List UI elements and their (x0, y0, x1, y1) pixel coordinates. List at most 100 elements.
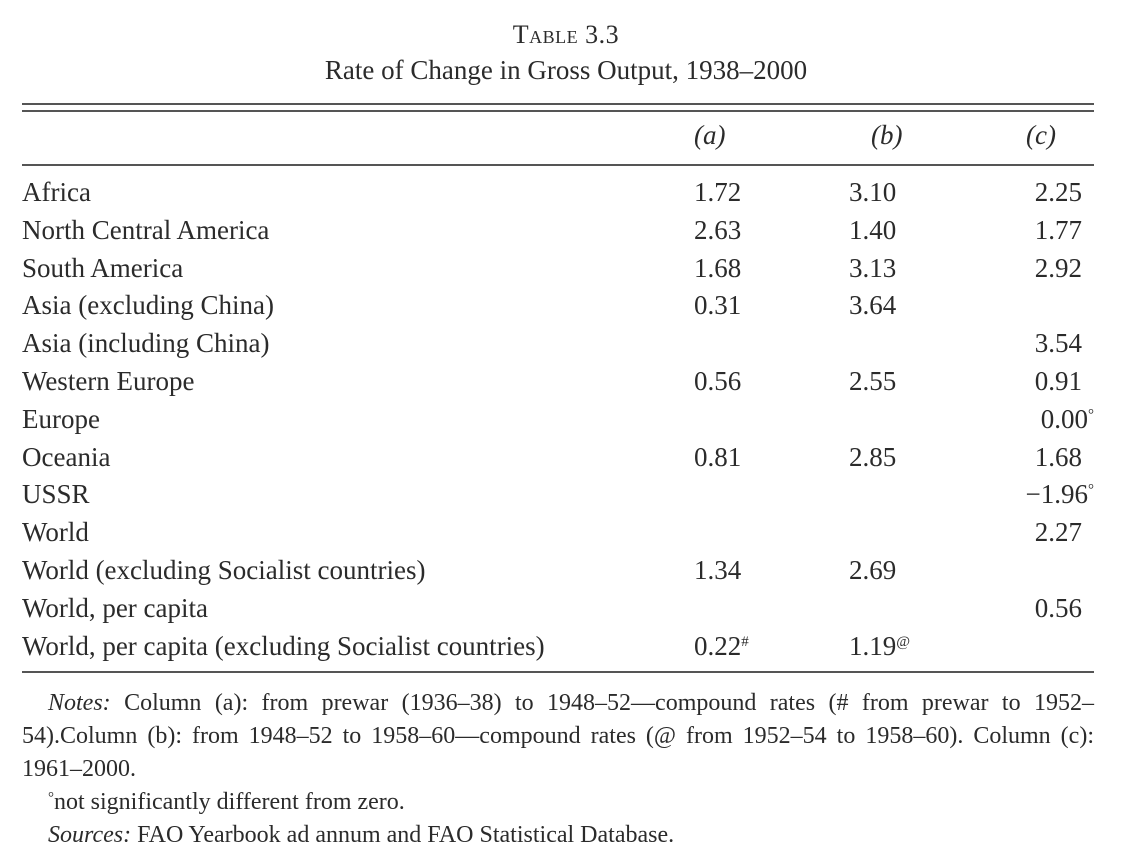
cell-a: 1.68 (694, 250, 741, 288)
cell-a-value: 1.68 (694, 252, 742, 283)
table-row: Western Europe 0.56 2.55 0.91 (22, 363, 1094, 401)
row-region: Oceania (22, 441, 111, 472)
cell-c: −1.96° (1026, 476, 1094, 514)
cell-b-value: 3.13 (849, 252, 897, 283)
table-row: Europe 0.00° (22, 401, 1094, 439)
table-row: Asia (including China) 3.54 (22, 325, 1094, 363)
cell-c-value: 1.77 (1034, 214, 1082, 245)
table-title: Rate of Change in Gross Output, 1938–200… (324, 55, 808, 85)
notes: Notes: Column (a): from prewar (1936–38)… (22, 687, 1094, 786)
cell-a-mark: # (741, 633, 749, 650)
cell-c: 1.77 (1035, 212, 1082, 250)
row-region: World, per capita (22, 592, 208, 623)
row-region: South America (22, 252, 184, 283)
column-header-b: (b) (871, 120, 903, 150)
cell-b: 3.10 (849, 174, 896, 212)
cell-c-value: 2.92 (1034, 252, 1082, 283)
bottom-rule (22, 671, 1094, 674)
cell-b: 2.55 (849, 363, 896, 401)
row-region: Asia (excluding China) (22, 290, 274, 321)
cell-c-value: 1.68 (1034, 441, 1082, 472)
cell-a: 0.81 (694, 439, 741, 477)
row-region: Africa (22, 177, 91, 207)
cell-a-value: 0.81 (694, 441, 742, 472)
cell-c: 0.56 (1035, 590, 1082, 628)
top-double-rule (22, 103, 1094, 112)
cell-a: 0.31 (694, 287, 741, 325)
notes-text: Column (a): from prewar (1936–38) to 194… (22, 690, 1094, 783)
cell-b-mark: @ (896, 633, 911, 650)
cell-a-value: 1.72 (694, 177, 742, 207)
cell-a-value: 2.63 (694, 214, 742, 245)
table-document: Table 3.3 Rate of Change in Gross Output… (22, 18, 1094, 845)
cell-c-value: 3.54 (1034, 328, 1082, 359)
cell-c-mark: ° (1088, 482, 1094, 499)
table-row: Oceania 0.81 2.85 1.68 (22, 439, 1094, 477)
cell-b-value: 2.85 (849, 441, 897, 472)
cell-c: 0.91 (1035, 363, 1082, 401)
cell-a-value: 1.34 (694, 554, 742, 585)
header-rule (22, 164, 1094, 166)
cell-c-value: −1.96 (1025, 479, 1088, 510)
cell-c: 2.25 (1035, 174, 1082, 212)
column-header-c: (c) (1026, 120, 1056, 150)
row-region: Western Europe (22, 365, 195, 396)
sources: Sources: FAO Yearbook ad annum and FAO S… (22, 819, 1094, 845)
notes-label: Notes: (48, 690, 111, 717)
table-row: North Central America 2.63 1.40 1.77 (22, 212, 1094, 250)
cell-c-value: 2.25 (1034, 177, 1082, 207)
cell-b: 3.13 (849, 250, 896, 288)
cell-a-value: 0.56 (694, 365, 742, 396)
row-region: USSR (22, 479, 90, 510)
cell-a: 0.22# (694, 628, 749, 666)
table-label: Table 3.3 (512, 20, 620, 49)
cell-b-value: 3.64 (849, 290, 897, 321)
table-body: Africa 1.72 3.10 2.25 North Central America 2… (22, 174, 1094, 665)
cell-a: 2.63 (694, 212, 741, 250)
row-region: Asia (including China) (22, 328, 270, 359)
table-row: World, per capita 0.56 (22, 590, 1094, 628)
cell-b: 2.85 (849, 439, 896, 477)
cell-c-value: 2.27 (1034, 517, 1082, 548)
cell-b: 2.69 (849, 552, 896, 590)
sources-label: Sources: (48, 822, 132, 846)
cell-b: 1.40 (849, 212, 896, 250)
row-region: North Central America (22, 214, 270, 245)
table-row: World 2.27 (22, 514, 1094, 552)
footnote-mark: ° (48, 790, 54, 807)
cell-a: 0.56 (694, 363, 741, 401)
table-row: USSR −1.96° (22, 476, 1094, 514)
row-region: Europe (22, 403, 100, 434)
row-region: World (22, 517, 89, 548)
cell-a: 1.72 (694, 174, 741, 212)
cell-c: 1.68 (1035, 439, 1082, 477)
cell-b: 1.19@ (849, 628, 910, 666)
cell-b-value: 2.69 (849, 554, 897, 585)
cell-c-mark: ° (1088, 406, 1094, 423)
table-row: South America 1.68 3.13 2.92 (22, 250, 1094, 288)
cell-c: 2.27 (1035, 514, 1082, 552)
cell-b-value: 1.19 (849, 630, 897, 661)
cell-c: 2.92 (1035, 250, 1082, 288)
column-header-row: (a) (b) (c) (22, 112, 1094, 164)
cell-a-value: 0.31 (694, 290, 742, 321)
sources-text: FAO Yearbook ad annum and FAO Statistica… (131, 822, 675, 846)
cell-c-value: 0.56 (1034, 592, 1082, 623)
table-row: World (excluding Socialist countries) 1.3… (22, 552, 1094, 590)
table-row: World, per capita (excluding Socialist c… (22, 628, 1094, 666)
cell-b: 3.64 (849, 287, 896, 325)
cell-c-value: 0.91 (1034, 365, 1082, 396)
cell-b-value: 3.10 (849, 177, 897, 207)
cell-c-value: 0.00 (1040, 403, 1088, 434)
table-row: Asia (excluding China) 0.31 3.64 (22, 287, 1094, 325)
cell-c: 3.54 (1035, 325, 1082, 363)
cell-a: 1.34 (694, 552, 741, 590)
footnote: °not significantly different from zero. (22, 786, 1094, 819)
data-table: (a) (b) (c) (22, 112, 1094, 164)
cell-b-value: 2.55 (849, 365, 897, 396)
footnote-text: not significantly different from zero. (54, 789, 405, 816)
column-header-a: (a) (694, 120, 726, 150)
cell-a-value: 0.22 (694, 630, 742, 661)
row-region: World (excluding Socialist countries) (22, 554, 426, 585)
cell-b-value: 1.40 (849, 214, 897, 245)
